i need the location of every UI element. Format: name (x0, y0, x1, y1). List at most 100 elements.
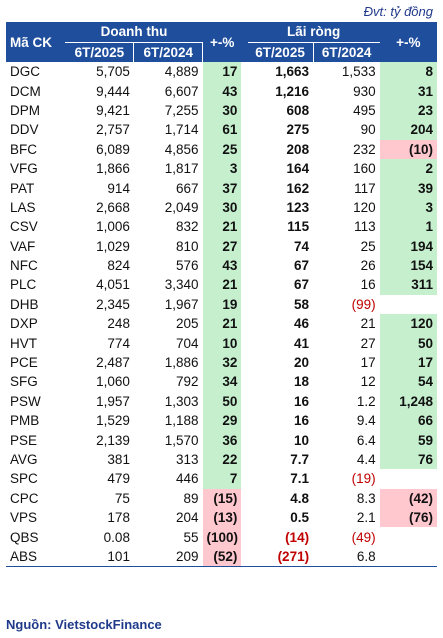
ticker-cell: DGC (10, 64, 40, 80)
table-row: QBS 0.08 55 (100) (14) (49) (6, 527, 437, 547)
revenue-change-cell: 27 (202, 236, 242, 256)
ticker-cell: PCE (10, 355, 38, 371)
header-profit-group: Lãi ròng (247, 22, 380, 43)
revenue-2025-cell: 1,006 (96, 219, 130, 235)
revenue-2024-cell: 1,570 (164, 432, 199, 448)
revenue-2024-cell: 204 (176, 510, 199, 526)
profit-change-cell: 54 (379, 372, 437, 392)
revenue-2025-cell: 1,529 (96, 413, 130, 429)
table-body: DGC 5,705 4,889 17 1,663 1,533 8 DCM 9,444 6,607 4… (6, 62, 437, 567)
table-row: DHB 2,345 1,967 19 58 (99) (6, 294, 437, 315)
ticker-cell: VPS (10, 510, 38, 526)
revenue-change-cell: 30 (202, 100, 242, 121)
profit-2025-cell: 41 (294, 335, 310, 351)
profit-change-cell: 1,248 (379, 391, 437, 412)
revenue-change-cell: (52) (202, 546, 242, 567)
profit-2025-cell: 16 (294, 393, 310, 409)
header-revenue-2025: 6T/2025 (65, 42, 135, 62)
profit-2025-cell: 7.1 (290, 471, 310, 487)
profit-2024-cell: 160 (353, 161, 376, 177)
revenue-2024-cell: 209 (133, 546, 203, 567)
ticker-cell: AVG (10, 452, 38, 467)
revenue-2025-cell: 248 (107, 316, 130, 332)
ticker-cell: PLC (10, 277, 37, 293)
profit-2025-cell: 16 (294, 413, 310, 429)
ticker-cell: SPC (10, 471, 38, 487)
profit-2024-cell: 113 (354, 219, 376, 235)
revenue-change-cell: 17 (202, 62, 242, 82)
revenue-2024-cell: 7,255 (164, 102, 199, 118)
profit-change-cell (379, 546, 437, 567)
spacer-cell (241, 546, 248, 567)
table-row: AVG 381 313 22 7.7 4.4 76 (6, 449, 437, 470)
profit-2024-cell: 495 (353, 102, 376, 118)
profit-change-cell: 17 (379, 352, 437, 373)
ticker-cell: DPM (10, 102, 40, 118)
revenue-2024-cell: 576 (176, 258, 199, 274)
profit-2025-cell: 123 (286, 199, 310, 215)
profit-2024-cell: 6.4 (356, 432, 376, 448)
revenue-2024-cell: 6,607 (164, 83, 199, 99)
ticker-cell: CSV (10, 219, 38, 235)
table-row: ABS 101 209 (52) (271) 6.8 (6, 546, 437, 567)
ticker-cell: SFG (10, 374, 38, 390)
revenue-2025-cell: 2,487 (96, 355, 130, 371)
table-row: HVT 774 704 10 41 27 50 (6, 333, 437, 353)
revenue-2025-cell: 178 (107, 510, 130, 526)
table-row: VAF 1,029 810 27 74 25 194 (6, 236, 437, 256)
profit-2024-cell: 9.4 (356, 413, 376, 429)
profit-2025-cell: 4.8 (290, 490, 310, 506)
ticker-cell: ABS (6, 546, 66, 567)
profit-change-cell: 154 (379, 255, 437, 276)
profit-2024-cell: 117 (354, 180, 376, 196)
ticker-cell: QBS (10, 529, 39, 545)
profit-2025-cell: 162 (286, 180, 310, 196)
header-revenue-change: +-% (202, 22, 242, 62)
table-row: CSV 1,006 832 21 115 113 1 (6, 217, 437, 237)
revenue-2024-cell: 4,889 (164, 64, 199, 80)
revenue-change-cell: 32 (202, 352, 242, 373)
revenue-change-cell: 29 (202, 411, 242, 431)
profit-2025-cell: 115 (287, 219, 310, 235)
profit-change-cell (380, 295, 437, 314)
source-note: Nguồn: VietstockFinance (6, 617, 162, 632)
revenue-2025-cell: 1,866 (96, 161, 130, 177)
revenue-2024-cell: 205 (176, 316, 199, 332)
profit-2024-cell: 17 (360, 355, 376, 371)
profit-change-cell: 1 (379, 217, 437, 237)
revenue-2024-cell: 2,049 (164, 199, 199, 215)
revenue-2025-cell: 75 (114, 490, 130, 506)
revenue-2025-cell: 2,345 (96, 296, 130, 312)
revenue-change-cell: 19 (202, 294, 242, 315)
profit-2025-cell: 1,216 (275, 83, 310, 99)
revenue-2025-cell: 9,421 (96, 102, 130, 118)
revenue-change-cell: 34 (202, 372, 242, 392)
profit-2024-cell: (99) (351, 296, 376, 312)
profit-2025-cell: 46 (294, 316, 310, 332)
table-row: PMB 1,529 1,188 29 16 9.4 66 (6, 411, 437, 431)
revenue-change-cell: 36 (202, 430, 242, 450)
profit-2024-cell: 4.4 (356, 452, 376, 467)
ticker-cell: LAS (10, 199, 36, 215)
revenue-2025-cell: 6,089 (96, 141, 130, 157)
table-row: VPS 178 204 (13) 0.5 2.1 (76) (6, 507, 437, 528)
profit-2024-cell: 12 (360, 374, 376, 390)
profit-change-cell: 31 (379, 81, 437, 101)
revenue-2024-cell: 89 (183, 490, 199, 506)
profit-2025-cell: 608 (286, 102, 310, 118)
profit-2024-cell: 16 (360, 277, 376, 293)
table-row: DPM 9,421 7,255 30 608 495 23 (6, 100, 437, 121)
profit-change-cell: 311 (379, 275, 437, 295)
profit-2025-cell: 18 (294, 374, 310, 390)
revenue-2025-cell: 381 (107, 452, 130, 467)
revenue-2025-cell: 1,957 (96, 393, 130, 409)
revenue-2024-cell: 1,188 (164, 413, 199, 429)
profit-2025-cell: (14) (285, 529, 310, 545)
profit-2024-cell: 26 (360, 258, 376, 274)
revenue-change-cell: 61 (202, 120, 242, 140)
revenue-change-cell: 21 (202, 314, 242, 334)
financial-results-table: Mã CK Doanh thu +-% Lãi ròng +-% 6T/2025… (6, 22, 437, 567)
revenue-2024-cell: 1,714 (164, 122, 199, 138)
profit-2025-cell: 275 (286, 122, 310, 138)
revenue-2024-cell: 446 (176, 471, 199, 487)
